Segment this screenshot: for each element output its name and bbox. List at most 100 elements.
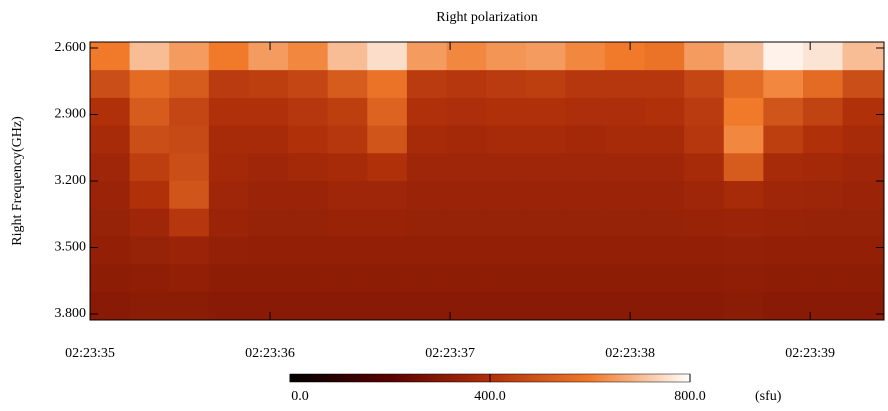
- heatmap-cell: [327, 125, 368, 154]
- y-tick-label: 3.800: [55, 306, 87, 321]
- heatmap-cell: [406, 181, 447, 210]
- heatmap-cell: [684, 291, 725, 321]
- heatmap-cell: [288, 181, 329, 210]
- heatmap-cell: [604, 208, 646, 237]
- heatmap-cell: [169, 42, 210, 71]
- heatmap-cell: [842, 236, 885, 265]
- heatmap-cell: [842, 42, 885, 71]
- heatmap-cell: [248, 236, 289, 265]
- heatmap-cell: [446, 236, 487, 265]
- heatmap-cell: [90, 264, 131, 293]
- heatmap-cell: [604, 125, 646, 154]
- heatmap-cell: [208, 70, 249, 99]
- heatmap-cell: [644, 291, 685, 321]
- heatmap-cell: [367, 42, 408, 71]
- heatmap-cell: [288, 42, 329, 71]
- heatmap-cell: [802, 97, 844, 127]
- heatmap-cell: [367, 264, 408, 293]
- heatmap-cell: [327, 291, 368, 321]
- heatmap-cell: [486, 291, 527, 321]
- heatmap-cell: [90, 125, 131, 154]
- heatmap-cell: [842, 181, 885, 210]
- heatmap-cell: [446, 125, 487, 154]
- colorbar-tick-label: 0.0: [291, 389, 309, 404]
- heatmap-cell: [842, 70, 885, 99]
- heatmap-cell: [486, 264, 527, 293]
- heatmap-cell: [684, 125, 725, 154]
- heatmap-cell: [288, 208, 329, 237]
- y-axis-label: Right Frequency(GHz): [10, 116, 25, 246]
- heatmap-cell: [129, 153, 170, 182]
- heatmap-cell: [723, 97, 764, 127]
- heatmap-cell: [169, 181, 210, 210]
- heatmap-cell: [367, 125, 408, 154]
- heatmap-cell: [129, 125, 170, 154]
- x-tick-label: 02:23:38: [605, 346, 655, 361]
- heatmap-cell: [525, 125, 566, 154]
- heatmap-cell: [684, 236, 725, 265]
- heatmap-cell: [327, 70, 368, 99]
- heatmap-cell: [842, 125, 885, 154]
- heatmap-cell: [486, 153, 527, 182]
- heatmap-cell: [367, 208, 408, 237]
- heatmap-cell: [604, 97, 646, 127]
- heatmap-cell: [90, 70, 131, 99]
- heatmap-cell: [486, 181, 527, 210]
- heatmap-cell: [842, 153, 885, 182]
- heatmap-cell: [208, 208, 249, 237]
- heatmap-cell: [406, 153, 447, 182]
- heatmap-cell: [248, 125, 289, 154]
- heatmap-cell: [525, 181, 566, 210]
- heatmap-cell: [208, 181, 249, 210]
- heatmap-cell: [486, 42, 527, 71]
- heatmap-cell: [723, 70, 764, 99]
- heatmap-cell: [288, 70, 329, 99]
- heatmap-cell: [288, 236, 329, 265]
- heatmap-cell: [446, 181, 487, 210]
- heatmap-cell: [763, 70, 804, 99]
- heatmap-cell: [644, 208, 685, 237]
- heatmap-cell: [129, 264, 170, 293]
- heatmap-cell: [565, 97, 606, 127]
- heatmap-cell: [446, 153, 487, 182]
- heatmap-cell: [129, 97, 170, 127]
- colorbar-tick-label: 400.0: [474, 389, 506, 404]
- y-tick-label: 3.500: [55, 240, 87, 255]
- heatmap-cell: [406, 236, 447, 265]
- y-tick-label: 2.900: [55, 107, 87, 122]
- y-tick-label: 3.200: [55, 173, 87, 188]
- heatmap-cell: [684, 181, 725, 210]
- heatmap-cell: [525, 208, 566, 237]
- heatmap-cell: [406, 125, 447, 154]
- heatmap-cell: [208, 153, 249, 182]
- heatmap-cell: [684, 264, 725, 293]
- heatmap-cell: [288, 125, 329, 154]
- heatmap-cell: [763, 181, 804, 210]
- heatmap-cell: [842, 264, 885, 293]
- heatmap-cell: [486, 70, 527, 99]
- heatmap-cell: [248, 42, 289, 71]
- heatmap-cell: [763, 42, 804, 71]
- heatmap-cell: [169, 291, 210, 321]
- heatmap-cell: [723, 42, 764, 71]
- heatmap-cell: [565, 153, 606, 182]
- heatmap-cell: [208, 97, 249, 127]
- heatmap-cell: [802, 236, 844, 265]
- heatmap-cell: [486, 97, 527, 127]
- heatmap-cell: [525, 264, 566, 293]
- heatmap-cell: [763, 153, 804, 182]
- heatmap-cell: [763, 291, 804, 321]
- heatmap-cell: [684, 208, 725, 237]
- heatmap-cell: [90, 42, 131, 71]
- heatmap-cell: [446, 97, 487, 127]
- heatmap-cell: [684, 97, 725, 127]
- heatmap-cell: [525, 42, 566, 71]
- heatmap-cell: [288, 153, 329, 182]
- x-tick-label: 02:23:35: [65, 346, 115, 361]
- heatmap-cell: [288, 264, 329, 293]
- heatmap: [90, 42, 885, 321]
- heatmap-cell: [802, 153, 844, 182]
- heatmap-cell: [367, 181, 408, 210]
- heatmap-cell: [169, 153, 210, 182]
- heatmap-cell: [327, 236, 368, 265]
